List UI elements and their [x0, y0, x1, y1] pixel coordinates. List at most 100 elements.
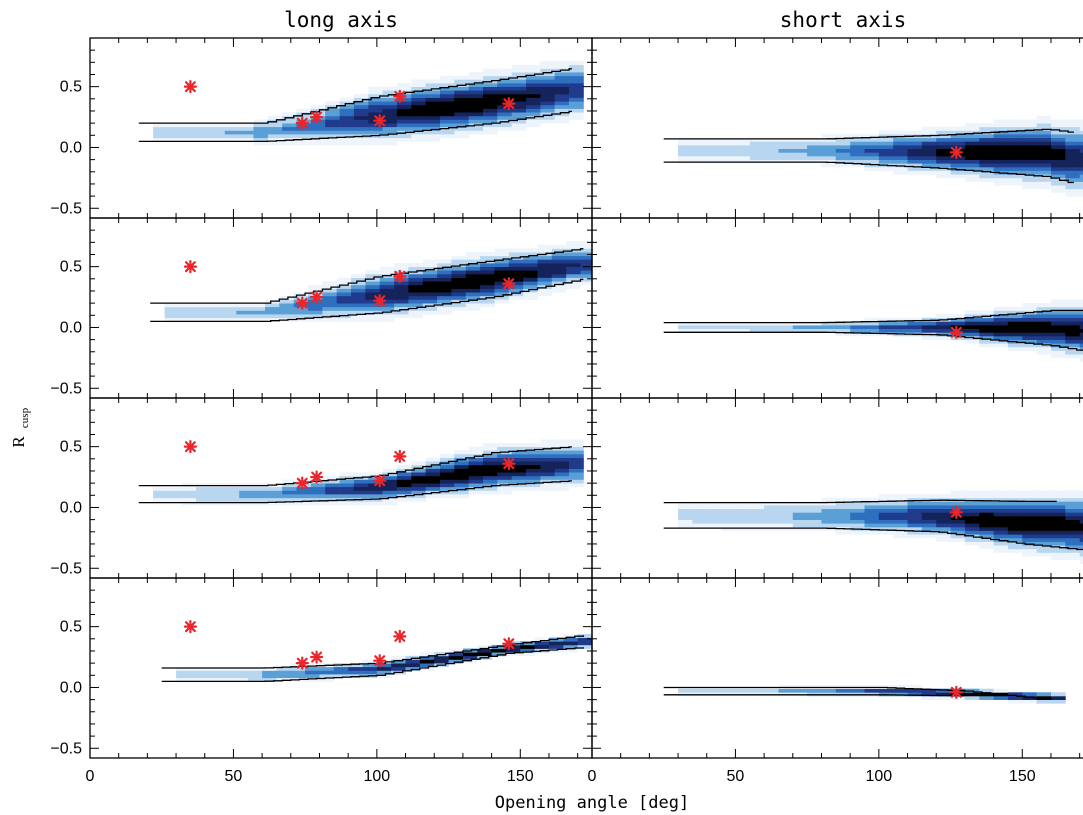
heatmap-cell	[735, 512, 751, 517]
heatmap-cell	[454, 494, 469, 499]
heatmap-cell	[921, 152, 937, 157]
heatmap-cell	[950, 523, 966, 528]
heatmap-cell	[993, 343, 1009, 348]
heatmap-cell	[422, 273, 438, 278]
heatmap-cell	[210, 130, 226, 135]
heatmap-cell	[224, 123, 240, 128]
heatmap-cell	[893, 501, 908, 506]
heatmap-cell	[1065, 530, 1080, 535]
heatmap-cell	[178, 306, 194, 311]
heatmap-cell	[511, 123, 527, 128]
heatmap-cell	[319, 674, 335, 679]
heatmap-cell	[1022, 696, 1037, 700]
heatmap-cell	[368, 93, 383, 98]
heatmap-cell	[921, 696, 937, 700]
heatmap-cell	[721, 508, 736, 513]
heatmap-cell	[764, 519, 779, 524]
heatmap-cell	[1036, 516, 1052, 520]
heatmap-cell	[483, 112, 498, 117]
heatmap-cell	[993, 688, 1009, 693]
density-heatmap	[164, 241, 592, 322]
heatmap-cell	[540, 453, 556, 458]
heatmap-cell	[569, 97, 584, 102]
heatmap-cell	[1022, 328, 1037, 333]
heatmap-cell	[236, 306, 251, 311]
heatmap-cell	[353, 93, 369, 98]
heatmap-cell	[339, 479, 355, 484]
heatmap-cell	[1022, 174, 1037, 179]
heatmap-cell	[454, 115, 469, 120]
heatmap-cell	[526, 461, 541, 466]
observed-point	[502, 277, 516, 291]
heatmap-cell	[394, 292, 409, 297]
heatmap-cell	[1036, 501, 1052, 506]
heatmap-cell	[322, 314, 338, 319]
heatmap-cell	[1022, 692, 1037, 697]
heatmap-cell	[979, 545, 994, 550]
heatmap-cell	[735, 328, 751, 333]
heatmap-cell	[508, 288, 524, 293]
heatmap-cell	[907, 130, 923, 135]
heatmap-cell	[878, 332, 894, 337]
heatmap-cell	[396, 490, 412, 495]
heatmap-cell	[1022, 545, 1037, 550]
heatmap-cell	[1036, 346, 1052, 351]
heatmap-cell	[396, 108, 412, 113]
heatmap-cell	[437, 263, 452, 267]
heatmap-cell	[850, 328, 865, 333]
heatmap-cell	[153, 486, 168, 491]
heatmap-cell	[1065, 188, 1080, 193]
heatmap-cell	[964, 526, 980, 531]
heatmap-cell	[950, 505, 966, 509]
heatmap-cell	[408, 299, 424, 304]
heatmap-cell	[1036, 145, 1052, 149]
heatmap-cell	[563, 648, 578, 653]
heatmap-cell	[936, 516, 951, 520]
heatmap-cell	[878, 688, 894, 693]
heatmap-cell	[1065, 159, 1080, 164]
heatmap-cell	[348, 666, 363, 671]
heatmap-cell	[382, 486, 398, 491]
heatmap-cell	[310, 134, 326, 139]
heatmap-cell	[394, 263, 409, 267]
heatmap-cell	[979, 325, 994, 329]
heatmap-cell	[1036, 123, 1052, 128]
heatmap-cell	[1036, 137, 1052, 142]
heatmap-cell	[310, 494, 326, 499]
heatmap-cell	[1007, 497, 1023, 502]
heatmap-cell	[1079, 523, 1083, 528]
heatmap-cell	[396, 483, 412, 488]
heatmap-cell	[835, 501, 851, 506]
heatmap-cell	[425, 126, 441, 131]
heatmap-cell	[735, 325, 751, 329]
heatmap-cell	[382, 475, 398, 480]
observed-point	[373, 294, 387, 308]
heatmap-cell	[534, 641, 550, 646]
heatmap-cell	[850, 530, 865, 535]
heatmap-cell	[523, 281, 538, 286]
heatmap-cell	[1022, 526, 1037, 531]
heatmap-cell	[821, 159, 837, 164]
heatmap-cell	[396, 468, 412, 473]
heatmap-cell	[279, 310, 294, 315]
heatmap-cell	[1007, 170, 1023, 175]
heatmap-cell	[821, 688, 837, 693]
heatmap-cell	[1051, 148, 1066, 153]
heatmap-cell	[477, 648, 492, 653]
heatmap-cell	[451, 284, 467, 289]
heatmap-cell	[1007, 130, 1023, 135]
heatmap-cell	[569, 475, 584, 480]
heatmap-cell	[511, 450, 527, 455]
heatmap-cell	[864, 152, 880, 157]
y-tick-label: −0.5	[50, 740, 82, 757]
heatmap-cell	[368, 486, 383, 491]
heatmap-cell	[1051, 339, 1066, 344]
heatmap-cell	[1051, 523, 1066, 528]
heatmap-cell	[821, 325, 837, 329]
heatmap-cell	[465, 252, 481, 257]
heatmap-cell	[835, 512, 851, 517]
heatmap-cell	[196, 486, 211, 491]
heatmap-cell	[1036, 156, 1052, 160]
heatmap-cell	[494, 288, 510, 293]
heatmap-cell	[537, 266, 553, 271]
